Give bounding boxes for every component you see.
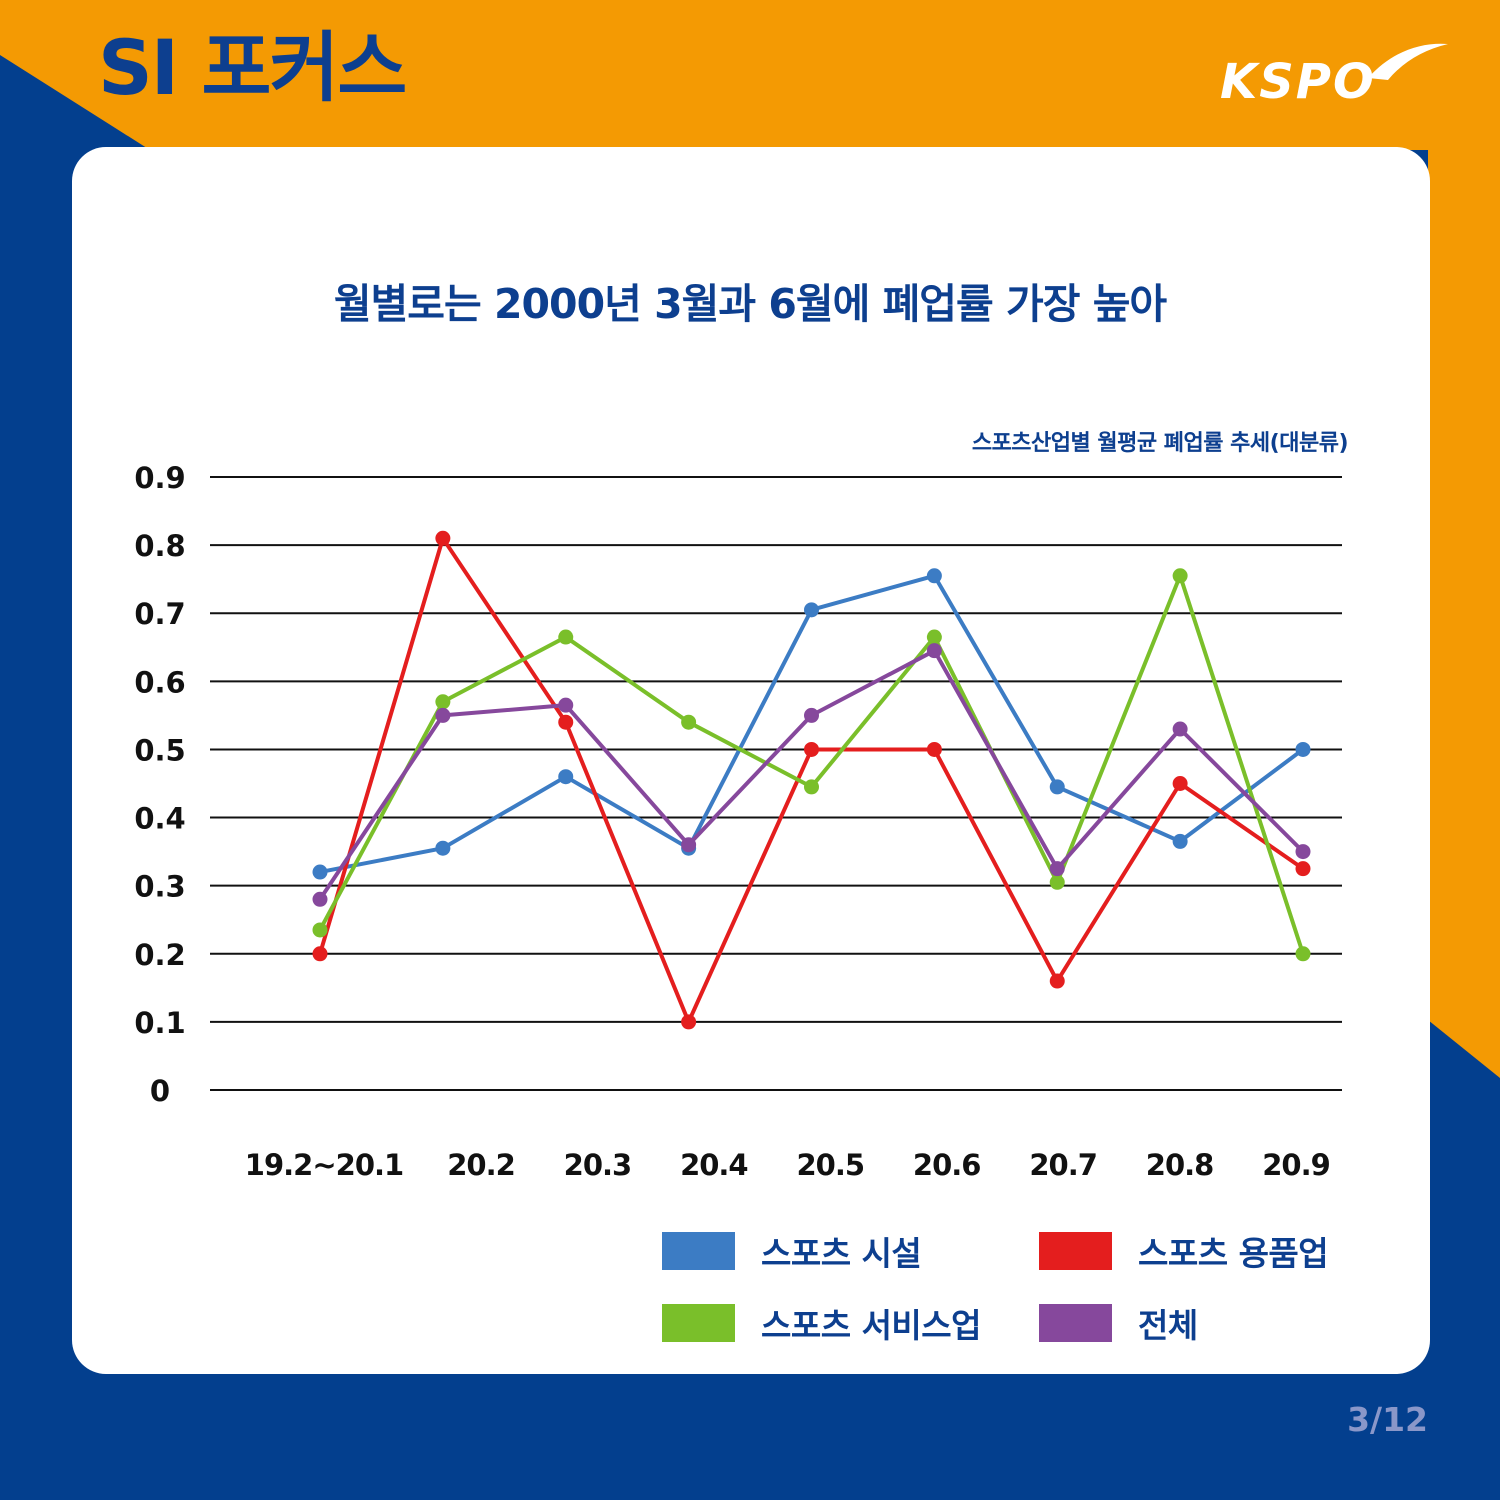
chart-card [72,147,1430,1374]
y-tick-label: 0.1 [134,1006,185,1040]
data-point [681,837,697,853]
data-point [926,568,942,584]
data-point [926,643,942,659]
data-point [804,741,819,757]
x-tick-label: 20.9 [1262,1148,1330,1182]
legend-item-service: 스포츠 서비스업 [662,1303,982,1345]
data-point [1295,741,1311,757]
series-2 [312,568,1311,962]
grid-lines [210,476,1342,1091]
legend-item-goods: 스포츠 용품업 [1039,1231,1329,1273]
x-tick-label: 20.5 [797,1148,865,1182]
legend-swatch [662,1232,735,1270]
data-point [558,697,574,713]
data-point [312,891,328,907]
legend-label: 스포츠 시설 [761,1234,922,1273]
data-point [435,707,451,723]
x-tick-label: 20.3 [564,1148,632,1182]
data-point [1295,861,1311,877]
data-point [435,530,451,546]
x-axis-ticks: 19.2~20.1 20.2 20.3 20.4 20.5 20.6 20.7 20.8 20.… [245,1148,1331,1182]
y-tick-label: 0.6 [134,665,185,699]
chart-title: 월별로는 2000년 3월과 6월에 폐업률 가장 높아 [333,280,1167,328]
data-point [312,922,328,938]
data-point [926,741,942,757]
data-point [1049,874,1065,890]
legend-label: 전체 [1138,1306,1198,1345]
series-3 [312,643,1311,907]
y-tick-label: 0 [150,1074,170,1108]
data-point [558,714,574,730]
data-point [312,946,328,962]
legend-swatch [662,1304,735,1342]
legend-item-total: 전체 [1039,1303,1198,1345]
data-point [1172,833,1188,849]
legend-label: 스포츠 용품업 [1138,1234,1329,1273]
x-tick-label: 20.7 [1029,1148,1097,1182]
y-axis-ticks: 0 0.1 0.2 0.3 0.4 0.5 0.6 0.7 0.8 0.9 [134,461,185,1108]
data-point [804,779,819,795]
y-tick-label: 0.7 [134,597,185,631]
y-tick-label: 0.9 [134,461,185,495]
x-tick-label: 20.4 [680,1148,748,1182]
kspo-logo: KSPO [1218,40,1453,114]
y-tick-label: 0.5 [134,733,185,767]
data-point [681,1014,697,1030]
series-lines [312,530,1311,1030]
data-point [926,629,942,645]
series-0 [312,568,1311,880]
data-point [435,840,451,856]
series-1 [312,530,1311,1030]
data-point [1172,721,1188,737]
orange-band [0,0,1500,1078]
data-point [312,864,328,880]
data-point [1295,946,1311,962]
y-tick-label: 0.8 [134,529,185,563]
data-point [558,769,574,785]
legend-item-facility: 스포츠 시설 [662,1231,922,1273]
data-point [804,602,819,618]
chart-subtitle: 스포츠산업별 월평균 폐업률 추세(대분류) [971,431,1349,456]
legend-swatch [1039,1232,1112,1270]
x-tick-label: 20.6 [913,1148,981,1182]
data-point [681,714,697,730]
x-tick-label: 20.8 [1146,1148,1214,1182]
section-title: SI 포커스 [98,23,407,112]
data-point [1172,776,1188,791]
page-indicator: 3/12 [1347,1400,1428,1439]
y-tick-label: 0.2 [134,938,185,972]
data-point [1049,973,1065,989]
data-point [1295,844,1311,860]
data-point [435,694,451,710]
data-point [558,629,574,645]
x-tick-label: 20.2 [447,1148,515,1182]
x-tick-label: 19.2~20.1 [245,1148,403,1182]
legend-label: 스포츠 서비스업 [761,1306,982,1345]
data-point [1049,861,1065,877]
series-line [318,573,1305,955]
data-point [1049,779,1065,795]
series-line [319,573,1305,875]
y-tick-label: 0.4 [134,802,185,836]
data-point [804,707,819,723]
legend-swatch [1039,1304,1112,1342]
logo-text: KSPO [1220,54,1376,110]
data-point [1172,568,1188,584]
y-tick-label: 0.3 [134,870,185,904]
logo-swoosh-icon [1368,43,1448,80]
